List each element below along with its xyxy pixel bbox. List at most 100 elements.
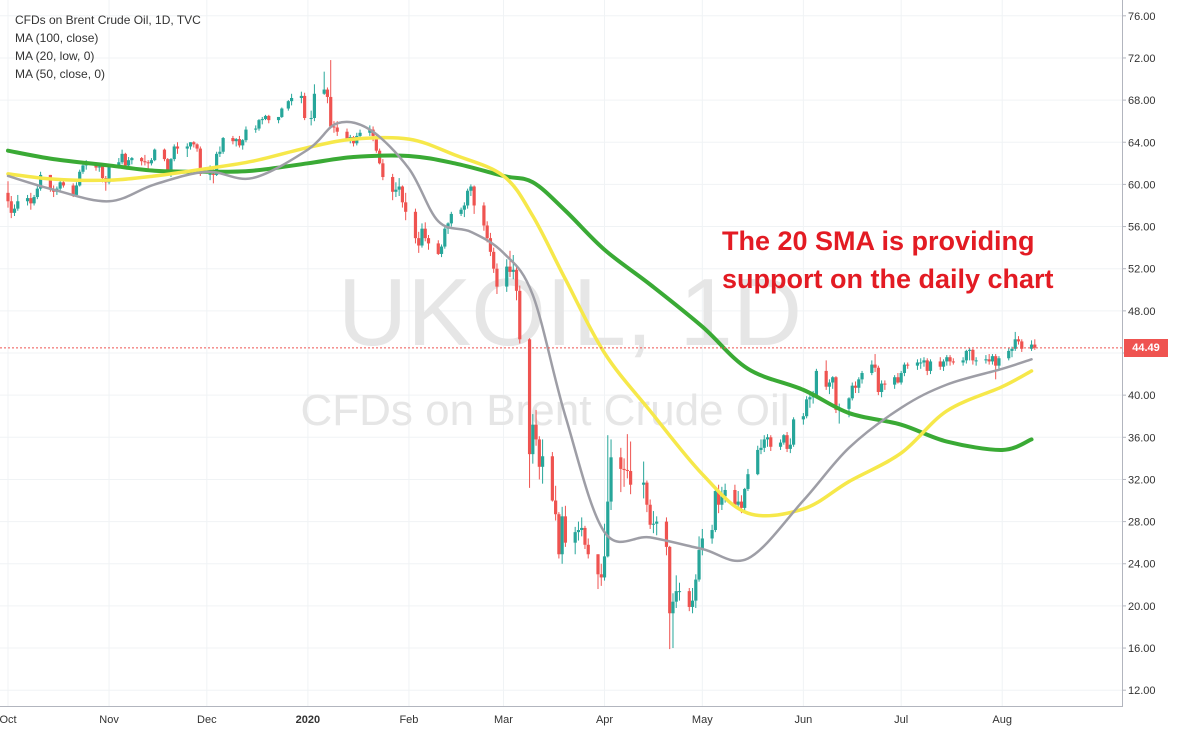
candle-body [312,93,317,119]
candle-body [511,269,515,272]
legend-ma20: MA (20, low, 0) [15,49,95,63]
candle-body [374,135,378,151]
candle-body [32,197,36,204]
candle-body [648,504,652,525]
candle-body [550,456,554,501]
candle-body [16,201,20,209]
candle-body [941,361,946,367]
candle-body [971,349,975,361]
candle-body [769,437,773,447]
moving-averages [6,120,1034,563]
last-price-badge: 44.49 [1124,338,1168,357]
candle-body [38,174,43,189]
candle-body [873,364,877,368]
candle-body [629,471,633,485]
candle-body [765,437,770,440]
price-tick-label: 20.00 [1128,601,1156,613]
candle-body [485,225,489,239]
candle-body [153,149,157,161]
annotation-line-1: The 20 SMA is providing [722,226,1035,256]
candle-body [335,127,339,132]
candle-body [391,177,395,192]
candle-body [537,439,541,467]
candle-body [492,251,496,269]
candle-body [619,457,623,469]
candle-body [61,182,66,186]
candle-body [25,198,30,202]
candle-body [906,364,910,366]
candle-body [218,151,222,154]
candle-body [915,362,920,366]
candle-body [420,228,424,246]
candle-body [368,129,372,133]
price-tick-label: 16.00 [1128,643,1156,655]
candle-body [791,419,796,445]
candle-body [469,186,473,191]
candle-body [938,361,942,367]
candle-body [919,362,923,364]
candle-body [1007,350,1011,359]
candle-body [299,95,303,98]
price-tick-label: 60.00 [1128,179,1156,191]
candle-body [925,360,929,371]
candle-body [254,128,258,130]
candle-body [824,370,828,387]
candle-body [195,144,199,149]
candle-body [896,377,900,383]
time-tick-label: Apr [596,714,613,726]
candle-body [1033,344,1037,348]
candle-body [495,268,499,287]
candle-body [423,228,427,239]
candle-body [107,166,111,183]
candle-body [785,435,789,449]
candle-body [127,160,131,166]
candle-body [198,148,202,174]
candle-body [514,269,519,291]
candle-body [466,190,470,206]
price-tick-label: 12.00 [1128,685,1156,697]
watermark-description: CFDs on Brent Crude Oil [300,386,789,435]
candle-body [609,457,613,502]
candle-body [130,158,134,161]
candle-body [97,166,101,168]
candle-body [560,516,564,555]
candle-body [850,385,854,399]
candle-body [1020,341,1024,349]
candle-body [211,173,215,175]
candle-body [140,158,144,162]
candle-body [674,591,678,602]
candle-body [847,398,851,409]
candle-body [192,142,196,145]
candle-body [185,146,189,149]
candle-body [717,491,721,505]
candle-body [358,132,362,136]
candle-body [668,546,672,614]
candle-body [449,213,453,224]
candle-body [883,383,887,385]
price-tick-label: 72.00 [1128,53,1156,65]
candle-body [237,139,242,146]
candle-body [831,377,835,383]
legend-title: CFDs on Brent Crude Oil, 1D, TVC [15,13,201,27]
time-axis-labels: Oct Nov Dec 2020 Feb Mar Apr May Jun Jul Aug [0,714,1012,726]
candle-body [713,491,717,531]
candle-body [143,161,147,163]
candle-body [805,399,809,417]
candle-body [814,370,819,396]
candle-body [100,166,105,179]
candle-body [573,532,577,543]
time-tick-label: Jul [894,714,908,726]
candle-body [149,160,154,164]
candle-body [697,550,701,580]
candle-body [710,530,714,539]
candle-body [922,360,926,363]
candle-body [899,373,903,383]
candle-body [329,96,333,127]
price-tick-label: 64.00 [1128,137,1156,149]
candle-body [586,544,590,555]
ma20-line [6,120,1033,563]
candle-body [74,185,79,195]
candle-body [951,361,955,363]
candle-body [736,501,740,505]
